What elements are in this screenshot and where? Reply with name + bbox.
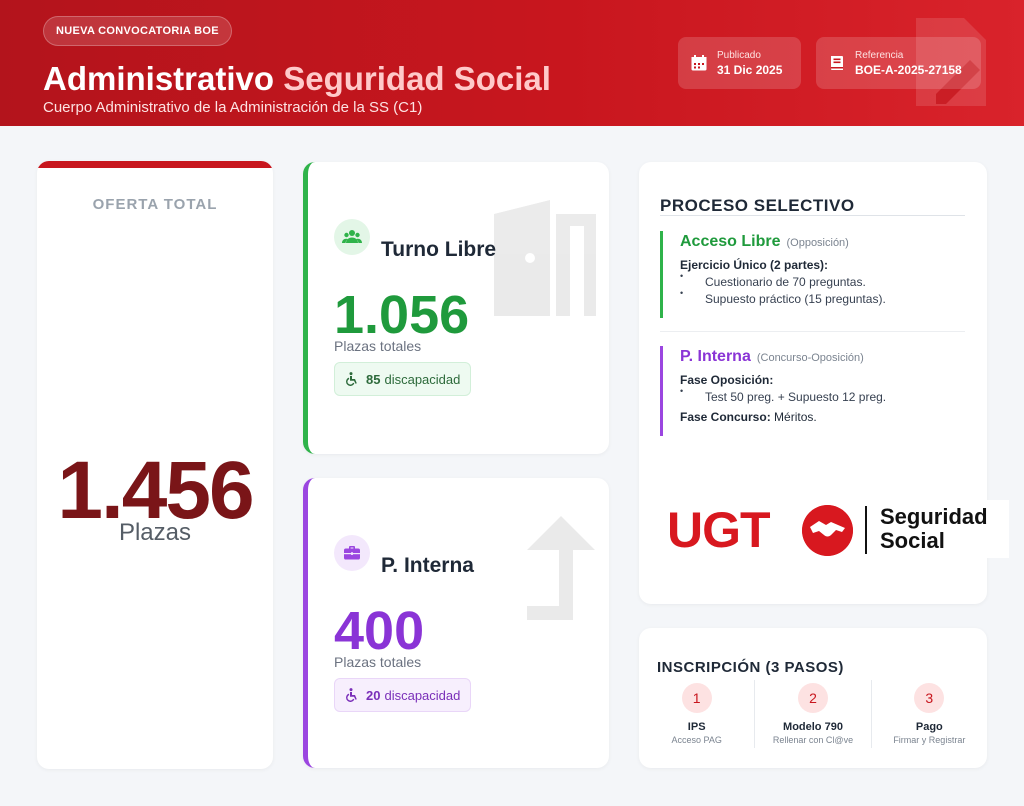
document-edit-icon [916, 18, 986, 106]
door-icon [494, 200, 596, 316]
wheelchair-icon [346, 688, 357, 702]
step-name: Pago [915, 721, 943, 733]
turno-libre-icon-box [334, 219, 370, 255]
ugt-brand: UGT [667, 502, 771, 558]
total-offer-value: 1.456 [57, 445, 254, 536]
turno-libre-value: 1.056 [334, 285, 470, 345]
fase-oposicion-label: Fase Oposición: [680, 373, 774, 387]
turno-libre-disability-count: 85 [366, 371, 381, 387]
title-accent: Seguridad Social [283, 60, 551, 97]
p-interna-process-title: P. Interna [680, 348, 751, 365]
published-box: Publicado 31 Dic 2025 [678, 37, 801, 89]
reference-value: BOE-A-2025-27158 [855, 62, 962, 77]
arrow-up-icon [527, 516, 595, 620]
acceso-libre-bullet-1: Cuestionario de 70 preguntas. [680, 268, 965, 291]
reference-label: Referencia [855, 49, 904, 61]
step-desc: Acceso PAG [671, 735, 722, 745]
p-interna-disability-label: discapacidad [384, 687, 461, 703]
reference-box: Referencia BOE-A-2025-27158 [816, 37, 981, 89]
title-main: Administrativo [43, 60, 275, 97]
acceso-libre-subtitle: (Opposición) [786, 237, 849, 249]
step-number: 2 [797, 683, 828, 713]
wheelchair-icon [346, 372, 357, 386]
p-interna-icon-box [334, 535, 370, 571]
p-interna-process-heading: P. Interna (Concurso-Oposición) [680, 346, 965, 369]
logo-text: Seguridad Social [880, 505, 988, 553]
step-desc: Firmar y Registrar [893, 735, 966, 745]
total-offer-label: OFERTA TOTAL [92, 196, 218, 213]
acceso-libre-heading: Acceso Libre (Opposición) [680, 231, 965, 254]
handshake-icon [802, 505, 853, 556]
registration-step: 2 Modelo 790 Rellenar con Cl@ve [754, 680, 870, 748]
section-divider [660, 331, 965, 332]
acceso-libre-section: Acceso Libre (Opposición) Ejercicio Único… [660, 231, 965, 318]
logo-line-1: Seguridad [880, 504, 988, 529]
p-interna-disability-count: 20 [366, 687, 381, 703]
registration-step: 1 IPS Acceso PAG [639, 680, 754, 748]
p-interna-process-section: P. Interna (Concurso-Oposición) Fase Opos… [660, 346, 965, 436]
registration-steps: 1 IPS Acceso PAG 2 Modelo 790 Rellenar c… [639, 680, 987, 748]
page-subtitle: Cuerpo Administrativo de la Administraci… [43, 99, 423, 116]
p-interna-process-subtitle: (Concurso-Oposición) [756, 352, 864, 364]
p-interna-value: 400 [334, 601, 425, 661]
title-divider [660, 215, 965, 216]
turno-libre-disability-label: discapacidad [384, 371, 461, 387]
total-card-accent-bar [37, 161, 273, 168]
new-call-badge: NUEVA CONVOCATORIA BOE [43, 16, 232, 46]
logo-line-2: Social [880, 528, 945, 553]
published-value: 31 Dic 2025 [717, 62, 783, 77]
step-number: 1 [681, 683, 712, 713]
step-number: 3 [914, 683, 945, 713]
p-interna-title: P. Interna [381, 554, 474, 577]
published-label: Publicado [717, 49, 761, 61]
acceso-libre-exercise: Ejercicio Único (2 partes): [680, 258, 829, 272]
registration-step: 3 Pago Firmar y Registrar [870, 680, 987, 748]
turno-libre-title: Turno Libre [381, 238, 497, 261]
turno-libre-card: Turno Libre 1.056 Plazas totales 85 disc… [303, 162, 609, 454]
page-title: Administrativo Seguridad Social [43, 60, 551, 98]
calendar-icon [691, 55, 707, 71]
step-desc: Rellenar con Cl@ve [772, 735, 854, 745]
total-offer-unit: Plazas [118, 519, 192, 546]
briefcase-icon [344, 546, 360, 560]
fase-concurso-line: Fase Concurso: Méritos. [680, 410, 817, 424]
acceso-libre-title: Acceso Libre [680, 233, 781, 250]
p-interna-disability-badge: 20 discapacidad [334, 678, 472, 712]
selection-process-title: PROCESO SELECTIVO [660, 196, 855, 215]
header-banner: NUEVA CONVOCATORIA BOE Administrativo Se… [0, 0, 1024, 126]
p-interna-value-label: Plazas totales [334, 654, 422, 670]
step-name: IPS [687, 721, 706, 733]
registration-card: INSCRIPCIÓN (3 PASOS) 1 IPS Acceso PAG 2… [639, 628, 987, 768]
book-icon [831, 56, 843, 70]
users-icon [342, 230, 362, 243]
turno-libre-disability-badge: 85 discapacidad [334, 362, 472, 396]
p-interna-card: P. Interna 400 Plazas totales 20 discapa… [303, 478, 609, 768]
total-offer-card: OFERTA TOTAL 1.456 Plazas [37, 161, 273, 769]
logo-divider [865, 506, 867, 554]
registration-title: INSCRIPCIÓN (3 PASOS) [657, 659, 844, 676]
acceso-libre-bullet-2: Supuesto práctico (15 preguntas). [680, 285, 965, 308]
ugt-logo: UGT Seguridad Social [662, 500, 1009, 558]
step-name: Modelo 790 [783, 721, 843, 733]
fase-oposicion-bullet: Test 50 preg. + Supuesto 12 preg. [680, 383, 965, 406]
turno-libre-value-label: Plazas totales [334, 338, 422, 354]
